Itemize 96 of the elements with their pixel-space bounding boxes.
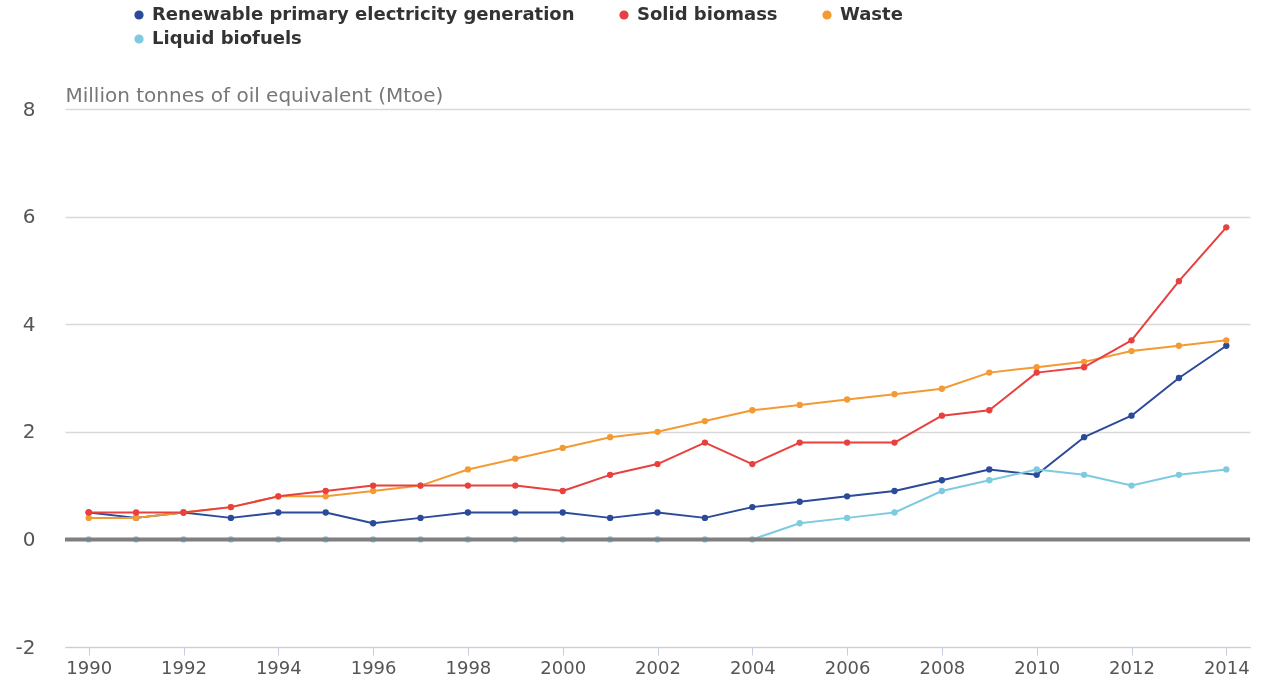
legend-label: Renewable primary electricity generation [152, 3, 575, 24]
y-tick-label: -2 [15, 634, 36, 659]
point [417, 514, 424, 522]
point [796, 401, 803, 409]
x-tick-label: 2008 [919, 656, 966, 678]
point [1080, 471, 1088, 478]
point [369, 482, 377, 489]
point [1175, 342, 1183, 349]
point [986, 369, 993, 376]
point [1033, 369, 1040, 376]
x-tick-label: 1990 [66, 656, 113, 678]
point [227, 514, 235, 522]
x-tick-label: 2000 [540, 656, 587, 678]
x-tick-label: 2002 [635, 656, 681, 678]
point [559, 509, 566, 516]
y-tick-label: 0 [22, 526, 36, 551]
x-tick-label: 1996 [350, 656, 397, 678]
y-tick-label: 8 [22, 96, 36, 121]
point [986, 477, 993, 484]
x-tick-label: 2012 [1109, 656, 1155, 678]
point [85, 514, 92, 522]
point [369, 487, 377, 495]
x-tick-label: 2004 [729, 656, 776, 678]
point [1175, 278, 1183, 285]
point [606, 471, 614, 478]
point [606, 514, 614, 522]
x-tick-label: 2014 [1203, 656, 1250, 678]
x-tick-label: 2006 [824, 656, 871, 678]
point [796, 498, 803, 505]
y-tick-label: 6 [22, 204, 36, 229]
legend-label: Waste [840, 3, 903, 24]
point [843, 493, 851, 500]
point [1033, 466, 1040, 473]
point [275, 509, 282, 516]
point [1033, 471, 1040, 478]
point [938, 487, 946, 495]
point [464, 466, 472, 473]
point [749, 407, 756, 414]
point [796, 439, 803, 446]
point [559, 487, 566, 495]
point [891, 509, 898, 516]
point [843, 396, 851, 403]
x-tick-label: 1994 [255, 656, 302, 678]
point [654, 509, 661, 516]
x-tick-label: 2010 [1014, 656, 1061, 678]
point [938, 412, 946, 419]
point [1128, 412, 1135, 419]
point [1128, 482, 1135, 489]
point [986, 407, 993, 414]
legend-label: Solid biomass [637, 3, 778, 24]
point [654, 428, 661, 435]
y-tick-label: 2 [22, 419, 36, 444]
point [1033, 364, 1040, 371]
point [322, 493, 329, 500]
point [132, 509, 140, 516]
point [843, 514, 851, 522]
y-axis-title: Million tonnes of oil equivalent (Mtoe) [65, 82, 444, 107]
point [1223, 224, 1230, 231]
point [559, 444, 566, 452]
point [938, 385, 946, 392]
point [512, 509, 519, 516]
point [512, 482, 519, 489]
point [1128, 347, 1135, 355]
point [1080, 364, 1088, 371]
point [891, 390, 898, 398]
point [369, 520, 377, 527]
point [891, 439, 898, 446]
point [654, 460, 661, 468]
x-tick-label: 1992 [161, 656, 207, 678]
point [701, 439, 709, 446]
point [701, 514, 709, 522]
point [1175, 374, 1183, 382]
point [464, 482, 472, 489]
point [749, 460, 756, 468]
point [1080, 434, 1088, 441]
point [891, 487, 898, 495]
point [843, 439, 851, 446]
point [749, 503, 756, 511]
point [986, 466, 993, 473]
point [1223, 342, 1230, 349]
point [938, 477, 946, 484]
point [322, 487, 329, 495]
point [796, 520, 803, 527]
point [1128, 337, 1135, 344]
point [1175, 471, 1183, 478]
point [464, 509, 472, 516]
y-tick-label: 4 [22, 311, 36, 336]
point [512, 455, 519, 462]
point [1080, 358, 1088, 366]
point [1223, 337, 1230, 344]
point [1223, 466, 1230, 473]
x-tick-label: 1998 [445, 656, 492, 678]
point [606, 434, 614, 441]
point [701, 417, 709, 425]
point [322, 509, 329, 516]
legend-label: Liquid biofuels [152, 27, 302, 48]
